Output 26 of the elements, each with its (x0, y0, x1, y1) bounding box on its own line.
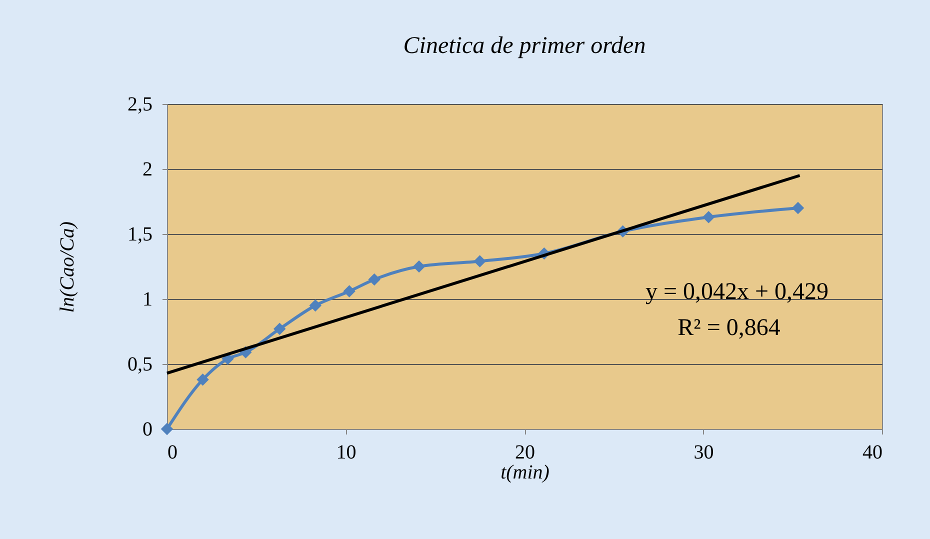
x-tick-label: 0 (168, 442, 178, 464)
x-tick-label: 10 (336, 442, 356, 464)
y-axis-title: ln(Cao/Ca) (56, 221, 78, 313)
annotation: R² = 0,864 (678, 315, 780, 341)
annotation: y = 0,042x + 0,429 (645, 279, 829, 305)
chart-title: Cinetica de primer orden (403, 33, 646, 59)
point (273, 322, 286, 336)
y-tick-label: 1,5 (128, 224, 152, 246)
point (474, 255, 486, 268)
y-tick-label: 1 (142, 288, 152, 310)
y-tick-label: 2,5 (128, 94, 152, 116)
x-tick-label: 20 (515, 442, 535, 464)
y-tick-label: 0 (142, 418, 152, 440)
point (412, 260, 426, 273)
y-tick-label: 0,5 (128, 354, 152, 376)
y-tick-label: 2 (142, 158, 152, 180)
point (343, 285, 356, 298)
x-tick-label: 40 (862, 442, 882, 464)
point (160, 422, 174, 436)
point (792, 202, 804, 214)
x-axis-title: t(min) (500, 462, 550, 484)
point (368, 273, 380, 286)
x-tick-label: 30 (694, 442, 714, 464)
point (309, 299, 322, 312)
point (196, 373, 209, 386)
point (702, 210, 715, 224)
